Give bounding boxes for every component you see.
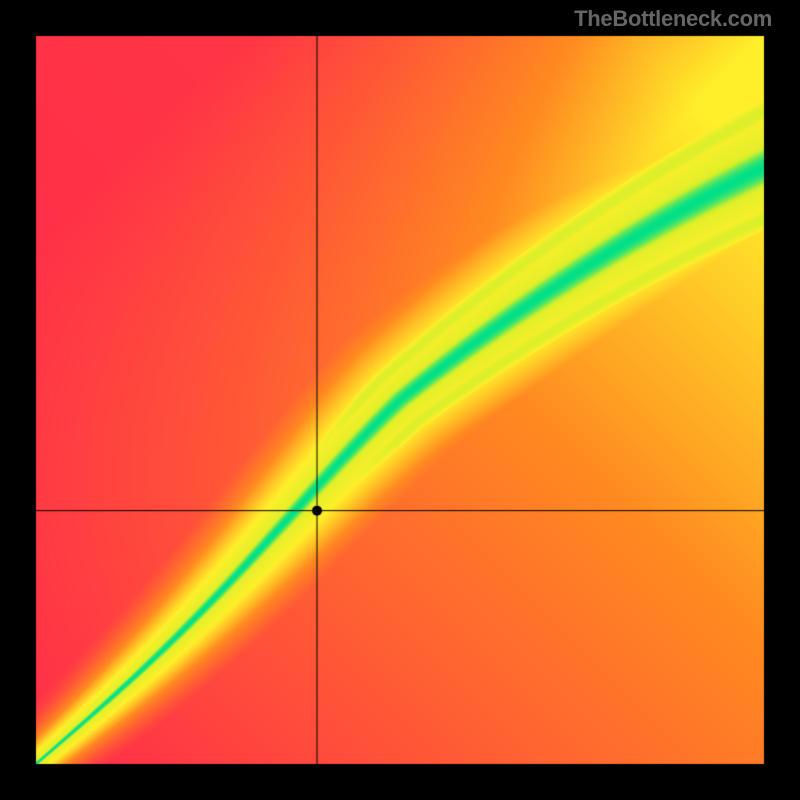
chart-container: TheBottleneck.com <box>0 0 800 800</box>
watermark: TheBottleneck.com <box>574 6 772 32</box>
heatmap-canvas <box>0 0 800 800</box>
